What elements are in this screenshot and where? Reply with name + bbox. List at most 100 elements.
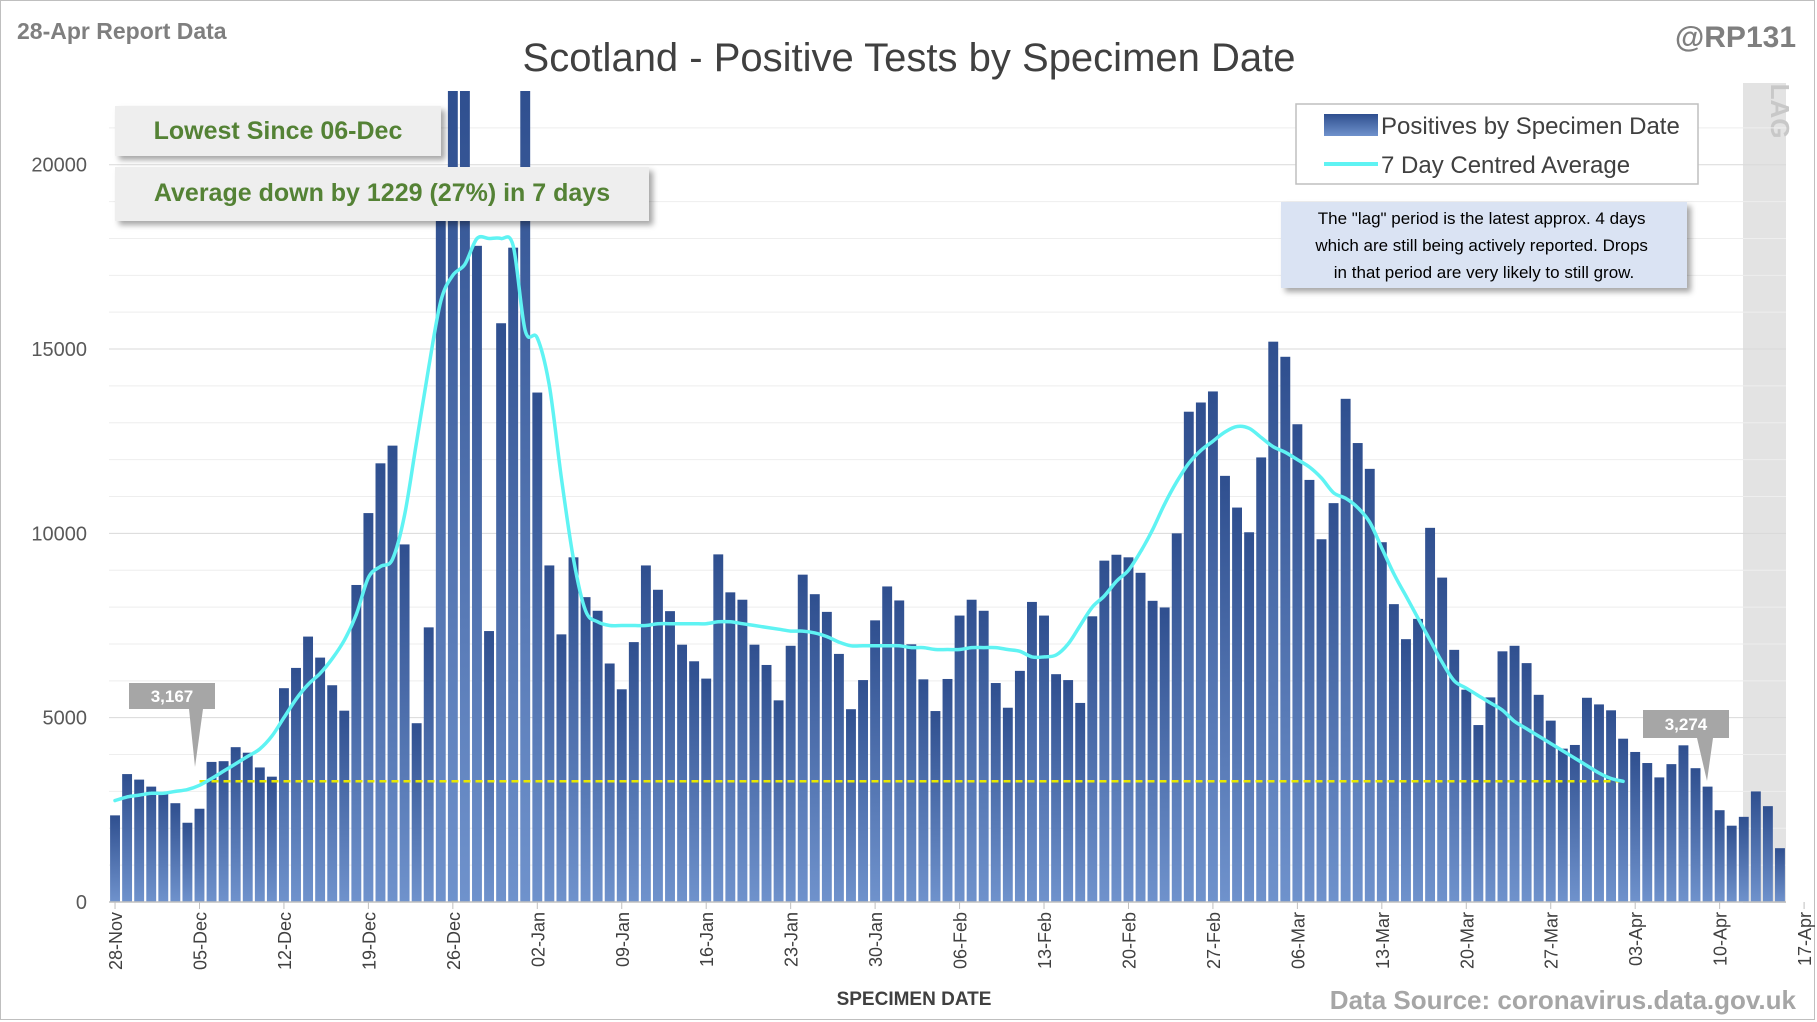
bar: [242, 752, 253, 902]
bar: [496, 323, 507, 902]
bar: [592, 610, 603, 902]
lag-note-line-2: which are still being actively reported.…: [1314, 236, 1648, 255]
bar: [266, 776, 277, 902]
bar: [1280, 356, 1291, 902]
bar: [701, 678, 712, 902]
bar: [821, 611, 832, 902]
bar: [870, 620, 881, 902]
x-tick-label: 06-Feb: [951, 912, 971, 969]
bar: [809, 594, 820, 902]
bar: [303, 636, 314, 902]
bar: [1738, 816, 1749, 902]
y-axis-tick-labels: 0 5000 10000 15000 20000: [31, 155, 87, 914]
x-tick-label: 27-Feb: [1204, 912, 1224, 969]
bar: [351, 584, 362, 902]
bar: [1461, 689, 1472, 902]
legend: Positives by Specimen Date 7 Day Centred…: [1295, 103, 1699, 185]
bar: [966, 599, 977, 902]
average-line: [113, 234, 1625, 803]
bar: [1533, 694, 1544, 902]
bar: [990, 683, 1001, 902]
bar: [1123, 557, 1134, 902]
bar: [1666, 764, 1677, 902]
bar: [1569, 744, 1580, 902]
bar: [1678, 745, 1689, 902]
bar: [761, 664, 772, 902]
bar: [1207, 391, 1218, 902]
bar: [1425, 527, 1436, 902]
report-data-label: 28-Apr Report Data: [17, 18, 227, 44]
x-tick-label: 27-Mar: [1542, 912, 1562, 969]
bar: [665, 611, 675, 902]
x-tick-label: 30-Jan: [866, 912, 886, 967]
bar: [785, 645, 796, 902]
end-average-callout: 3,274: [1643, 710, 1729, 781]
bar: [1220, 475, 1230, 902]
bar: [134, 779, 145, 902]
lag-label: LAG: [1765, 84, 1795, 139]
bar: [291, 667, 301, 902]
x-tick-label: 13-Feb: [1035, 912, 1055, 969]
bar: [1401, 639, 1411, 902]
bar: [447, 91, 458, 902]
bar: [568, 557, 579, 902]
end-average-label: 3,274: [1665, 715, 1708, 734]
bar: [628, 642, 639, 902]
bar: [110, 815, 120, 902]
x-axis: [109, 901, 1805, 909]
bar: [1002, 707, 1013, 902]
legend-bar-swatch: [1324, 114, 1378, 136]
bar: [508, 247, 519, 902]
bar: [713, 554, 724, 902]
bar: [580, 597, 591, 902]
bar: [206, 761, 217, 902]
bar: [942, 678, 953, 902]
bar: [1328, 503, 1339, 902]
x-tick-label: 13-Mar: [1373, 912, 1393, 969]
bar: [1437, 577, 1448, 902]
x-tick-label: 09-Jan: [613, 912, 633, 967]
bar: [1606, 710, 1617, 902]
bar: [315, 657, 326, 902]
bar: [1388, 604, 1399, 902]
bar: [1316, 539, 1327, 902]
x-tick-label: 17-Apr: [1795, 912, 1815, 966]
bar: [122, 774, 133, 902]
bar: [1581, 697, 1592, 902]
bar: [375, 463, 386, 902]
bar: [1750, 791, 1761, 902]
bar: [797, 574, 808, 902]
bar: [459, 91, 470, 902]
bar: [858, 680, 868, 902]
bar: [1485, 697, 1496, 902]
bar: [1014, 670, 1025, 902]
x-tick-label: 02-Jan: [528, 912, 548, 967]
bar: [218, 761, 229, 902]
bar: [423, 627, 434, 902]
bar: [254, 767, 265, 902]
bar: [1690, 768, 1701, 902]
bar: [1449, 649, 1460, 902]
bar: [484, 631, 494, 902]
bar: [339, 710, 350, 902]
x-tick-label: 05-Dec: [190, 912, 210, 970]
bar: [1135, 572, 1146, 902]
y-tick-label: 20000: [31, 155, 87, 177]
bar: [1594, 704, 1604, 902]
bar: [532, 392, 543, 902]
lag-note-line-3: in that period are very likely to still …: [1334, 263, 1634, 282]
y-tick-label: 5000: [43, 708, 88, 730]
bar: [1618, 738, 1629, 902]
bar: [387, 445, 398, 902]
bar: [146, 786, 157, 902]
bar: [1195, 402, 1206, 902]
bar: [411, 723, 422, 902]
bar: [894, 600, 905, 902]
bar: [616, 689, 627, 902]
bar: [1762, 806, 1773, 902]
bar: [1147, 600, 1158, 902]
bar: [327, 685, 338, 902]
bar: [737, 599, 748, 902]
bar: [1714, 810, 1725, 902]
